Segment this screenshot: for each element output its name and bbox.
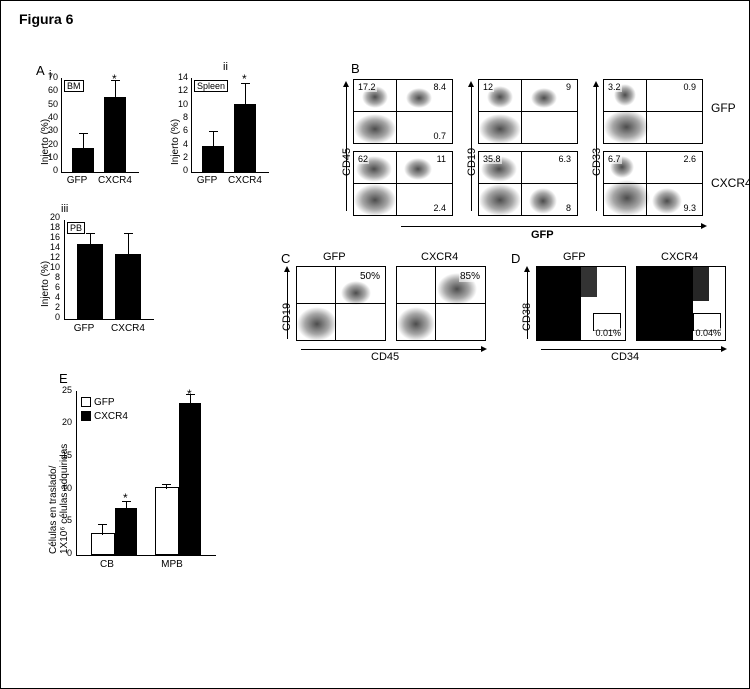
panel-c-label: C: [281, 251, 290, 266]
q-cd19-gfp-ur: 9: [565, 82, 572, 92]
legend-gfp: GFP: [94, 397, 115, 408]
bar-e-mpb-gfp: [155, 487, 179, 555]
bar-a-i-gfp: [72, 148, 94, 172]
bar-e-cb-gfp: [91, 533, 115, 555]
facs-cd19-gfp: 12 9: [478, 79, 578, 144]
chart-a-i: BM * 0 10 20 30 40 50 60 70 Injerto (%) …: [36, 73, 151, 183]
q-cd45-cx-lr: 2.4: [432, 203, 447, 213]
xtick-a-i-1: CXCR4: [94, 175, 136, 186]
sig-a-i: *: [112, 72, 117, 86]
ylabel-a-i: Injerto (%): [40, 119, 51, 165]
inset-pb: PB: [67, 222, 85, 234]
bar-a-ii-gfp: [202, 146, 224, 172]
b-y-cd33: CD33: [591, 148, 603, 176]
d-val-gfp: 0.01%: [594, 328, 622, 338]
q-cd45-gfp-ul: 17.2: [357, 82, 377, 92]
bar-a-ii-cxcr4: [234, 104, 256, 172]
c-val-cxcr4: 85%: [459, 271, 481, 282]
panel-a-iii-label: iii: [61, 203, 68, 215]
bar-a-i-cxcr4: [104, 97, 126, 172]
sig-e-mpb: *: [187, 387, 192, 401]
inset-bm: BM: [64, 80, 84, 92]
bar-e-cb-cxcr4: [115, 508, 137, 555]
bar-a-iii-gfp: [77, 244, 103, 319]
q-cd45-gfp-ur: 8.4: [432, 82, 447, 92]
panel-d-label: D: [511, 251, 520, 266]
chart-e: GFP CXCR4 * * 0 5 10 15 20 25 Células en…: [36, 386, 236, 586]
b-row-gfp: GFP: [711, 101, 736, 115]
sig-e-cb: *: [123, 491, 128, 505]
q-cd19-cx-ur: 6.3: [557, 154, 572, 164]
legend-cxcr4: CXCR4: [94, 411, 128, 422]
q-cd19-cx-ul: 35.8: [482, 154, 502, 164]
facs-d-cxcr4: 0.04%: [636, 266, 726, 341]
q-cd33-gfp-ul: 3.2: [607, 82, 622, 92]
b-y-cd45: CD45: [341, 148, 353, 176]
q-cd19-cx-lr: 8: [565, 203, 572, 213]
q-cd19-gfp-ul: 12: [482, 82, 494, 92]
c-col-cxcr4: CXCR4: [421, 251, 458, 263]
xtick-a-ii-0: GFP: [192, 175, 222, 186]
facs-cd33-cxcr4: 6.7 2.6 9.3: [603, 151, 703, 216]
panel-e-label: E: [59, 371, 68, 386]
q-cd45-cx-ur: 11: [436, 154, 447, 164]
panel-a-ii-label: ii: [223, 61, 228, 73]
c-val-gfp: 50%: [359, 271, 381, 282]
b-x-gfp: GFP: [531, 229, 554, 241]
bar-a-iii-cxcr4: [115, 254, 141, 319]
figure-container: Figura 6 A i BM * 0 10 20 30 40 50 60 70…: [0, 0, 750, 689]
xtick-e-0: CB: [90, 559, 124, 570]
facs-c-gfp: 50%: [296, 266, 386, 341]
q-cd33-cx-ul: 6.7: [607, 154, 622, 164]
q-cd45-cx-ul: 62: [357, 154, 369, 164]
xtick-e-1: MPB: [152, 559, 192, 570]
panel-b-label: B: [351, 61, 360, 76]
chart-a-iii: PB 0 2 4 6 8 10 12 14 16 18 20 Injerto (…: [36, 215, 176, 335]
c-col-gfp: GFP: [323, 251, 346, 263]
ylabel-e: Células en traslado/1X10⁶ células adquir…: [48, 444, 70, 554]
b-row-cxcr4: CXCR4: [711, 176, 750, 190]
ylabel-a-iii: Injerto (%): [40, 261, 51, 307]
xtick-a-iii-0: GFP: [68, 323, 100, 334]
ylabel-a-ii: Injerto (%): [170, 119, 181, 165]
sig-a-ii: *: [242, 72, 247, 86]
chart-a-ii: Spleen * 0 2 4 6 8 10 12 14 Injerto (%) …: [166, 73, 286, 183]
facs-c-cxcr4: 85%: [396, 266, 486, 341]
q-cd33-gfp-ur: 0.9: [682, 82, 697, 92]
q-cd33-cx-lr: 9.3: [682, 203, 697, 213]
d-col-gfp: GFP: [563, 251, 586, 263]
d-x: CD34: [611, 351, 639, 363]
facs-cd19-cxcr4: 35.8 6.3 8: [478, 151, 578, 216]
c-x: CD45: [371, 351, 399, 363]
inset-spleen: Spleen: [194, 80, 228, 92]
xtick-a-i-0: GFP: [62, 175, 92, 186]
b-y-cd19: CD19: [466, 148, 478, 176]
facs-cd45-gfp: 17.2 8.4 0.7: [353, 79, 453, 144]
facs-cd45-cxcr4: 62 11 2.4: [353, 151, 453, 216]
d-col-cxcr4: CXCR4: [661, 251, 698, 263]
figure-title: Figura 6: [19, 11, 73, 27]
bar-e-mpb-cxcr4: [179, 403, 201, 555]
q-cd33-cx-ur: 2.6: [682, 154, 697, 164]
facs-cd33-gfp: 3.2 0.9: [603, 79, 703, 144]
d-val-cxcr4: 0.04%: [694, 328, 722, 338]
facs-d-gfp: 0.01%: [536, 266, 626, 341]
xtick-a-ii-1: CXCR4: [224, 175, 266, 186]
q-cd45-gfp-lr: 0.7: [432, 131, 447, 141]
xtick-a-iii-1: CXCR4: [104, 323, 152, 334]
